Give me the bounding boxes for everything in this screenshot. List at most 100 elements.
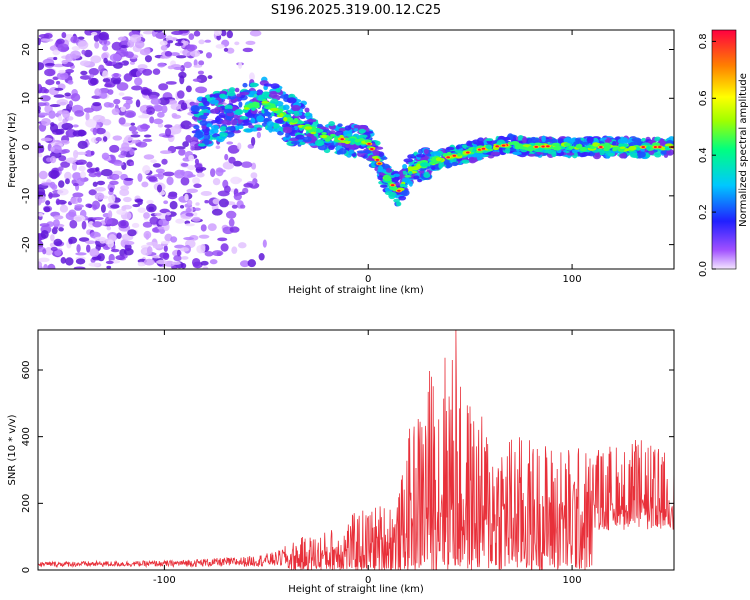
noise-cell — [70, 35, 79, 44]
ridge-core-cell — [249, 104, 258, 108]
noise-cell — [183, 236, 194, 241]
noise-cell — [198, 60, 205, 66]
noise-cell — [137, 115, 150, 119]
ridge-cell — [358, 128, 366, 134]
noise-cell — [153, 30, 163, 33]
noise-cell — [83, 49, 93, 58]
noise-cell — [113, 162, 124, 166]
noise-cell — [143, 47, 151, 54]
noise-cell — [146, 241, 158, 246]
noise-cell — [135, 99, 141, 108]
ridge-cell — [295, 134, 305, 140]
noise-cell — [71, 162, 78, 171]
noise-cell — [50, 246, 58, 252]
noise-cell — [38, 261, 43, 269]
noise-cell — [64, 171, 72, 181]
ridge-cell — [202, 133, 211, 141]
noise-cell — [95, 167, 100, 173]
noise-cell — [250, 172, 258, 179]
noise-cell — [95, 137, 102, 142]
ridge-cell — [242, 82, 248, 88]
noise-cell — [141, 181, 149, 188]
noise-cell — [239, 204, 246, 209]
noise-cell — [53, 226, 59, 230]
noise-cell — [117, 36, 127, 41]
noise-cell — [58, 180, 65, 188]
noise-cell — [211, 250, 224, 257]
noise-cell — [159, 40, 168, 46]
noise-cell — [192, 78, 202, 82]
colorbar-label: Normalized spectral amplitude — [738, 73, 749, 227]
ridge-cell — [224, 104, 233, 111]
noise-cell — [40, 118, 51, 126]
x-tick-label: 100 — [563, 274, 582, 285]
noise-cell — [64, 92, 71, 97]
ridge-cell — [377, 168, 387, 173]
ridge-cell — [415, 153, 426, 158]
ridge-cell — [219, 93, 227, 99]
noise-cell — [77, 197, 83, 203]
ridge-core-cell — [327, 136, 333, 140]
noise-cell — [58, 166, 64, 172]
noise-cell — [40, 137, 53, 142]
ridge-cell — [353, 124, 361, 129]
ridge-cell — [239, 116, 249, 120]
noise-cell — [42, 248, 47, 255]
noise-cell — [75, 252, 87, 256]
noise-cell — [77, 140, 88, 149]
snr-y-ticks: 0 200 400 600 — [21, 360, 674, 573]
ridge-cell — [237, 120, 242, 125]
ridge-cell — [290, 140, 301, 145]
noise-cell — [175, 218, 185, 224]
noise-cell — [65, 53, 73, 63]
ridge-peak-cell — [598, 146, 603, 149]
noise-cell — [187, 165, 196, 171]
noise-cell — [48, 193, 61, 198]
noise-cell — [131, 85, 143, 91]
ridge-cell — [566, 152, 575, 156]
spectrogram-x-label: Height of straight line (km) — [288, 285, 424, 296]
noise-cell — [130, 122, 136, 126]
noise-cell — [106, 265, 112, 269]
noise-cell — [119, 188, 130, 197]
noise-cell — [102, 136, 108, 142]
noise-cell — [49, 242, 56, 248]
ridge-cell — [472, 139, 480, 145]
ridge-core-cell — [628, 145, 637, 151]
noise-cell — [43, 264, 49, 269]
ridge-cell — [264, 108, 269, 113]
noise-cell — [87, 221, 95, 228]
ridge-core-cell — [507, 141, 513, 145]
noise-cell — [110, 248, 120, 253]
ridge-cell — [338, 127, 346, 132]
noise-cell — [65, 69, 75, 74]
noise-cell — [212, 198, 221, 205]
noise-cell — [153, 118, 164, 125]
ridge-cell — [249, 127, 260, 132]
noise-cell — [213, 30, 222, 37]
noise-cell — [38, 200, 42, 206]
noise-cell — [188, 154, 195, 162]
ridge-cell — [545, 138, 553, 142]
noise-cell — [174, 146, 186, 150]
ridge-cell — [282, 136, 287, 141]
ridge-core-cell — [485, 144, 493, 150]
noise-cell — [215, 167, 224, 177]
noise-cell — [195, 86, 208, 94]
noise-cell — [94, 236, 106, 242]
noise-cell — [121, 146, 132, 150]
noise-cell — [61, 148, 70, 154]
noise-cell — [124, 110, 136, 118]
noise-cell — [164, 51, 173, 57]
noise-cell — [157, 123, 164, 128]
noise-cell — [142, 165, 151, 175]
ridge-cell — [612, 140, 617, 147]
noise-cell — [175, 55, 187, 59]
ridge-core-cell — [513, 143, 523, 147]
noise-cell — [128, 125, 138, 132]
noise-cell — [217, 237, 228, 242]
noise-cell — [191, 258, 201, 267]
y-tick-label: 0 — [21, 567, 32, 573]
colorbar-tick-label: 0.8 — [698, 33, 709, 49]
